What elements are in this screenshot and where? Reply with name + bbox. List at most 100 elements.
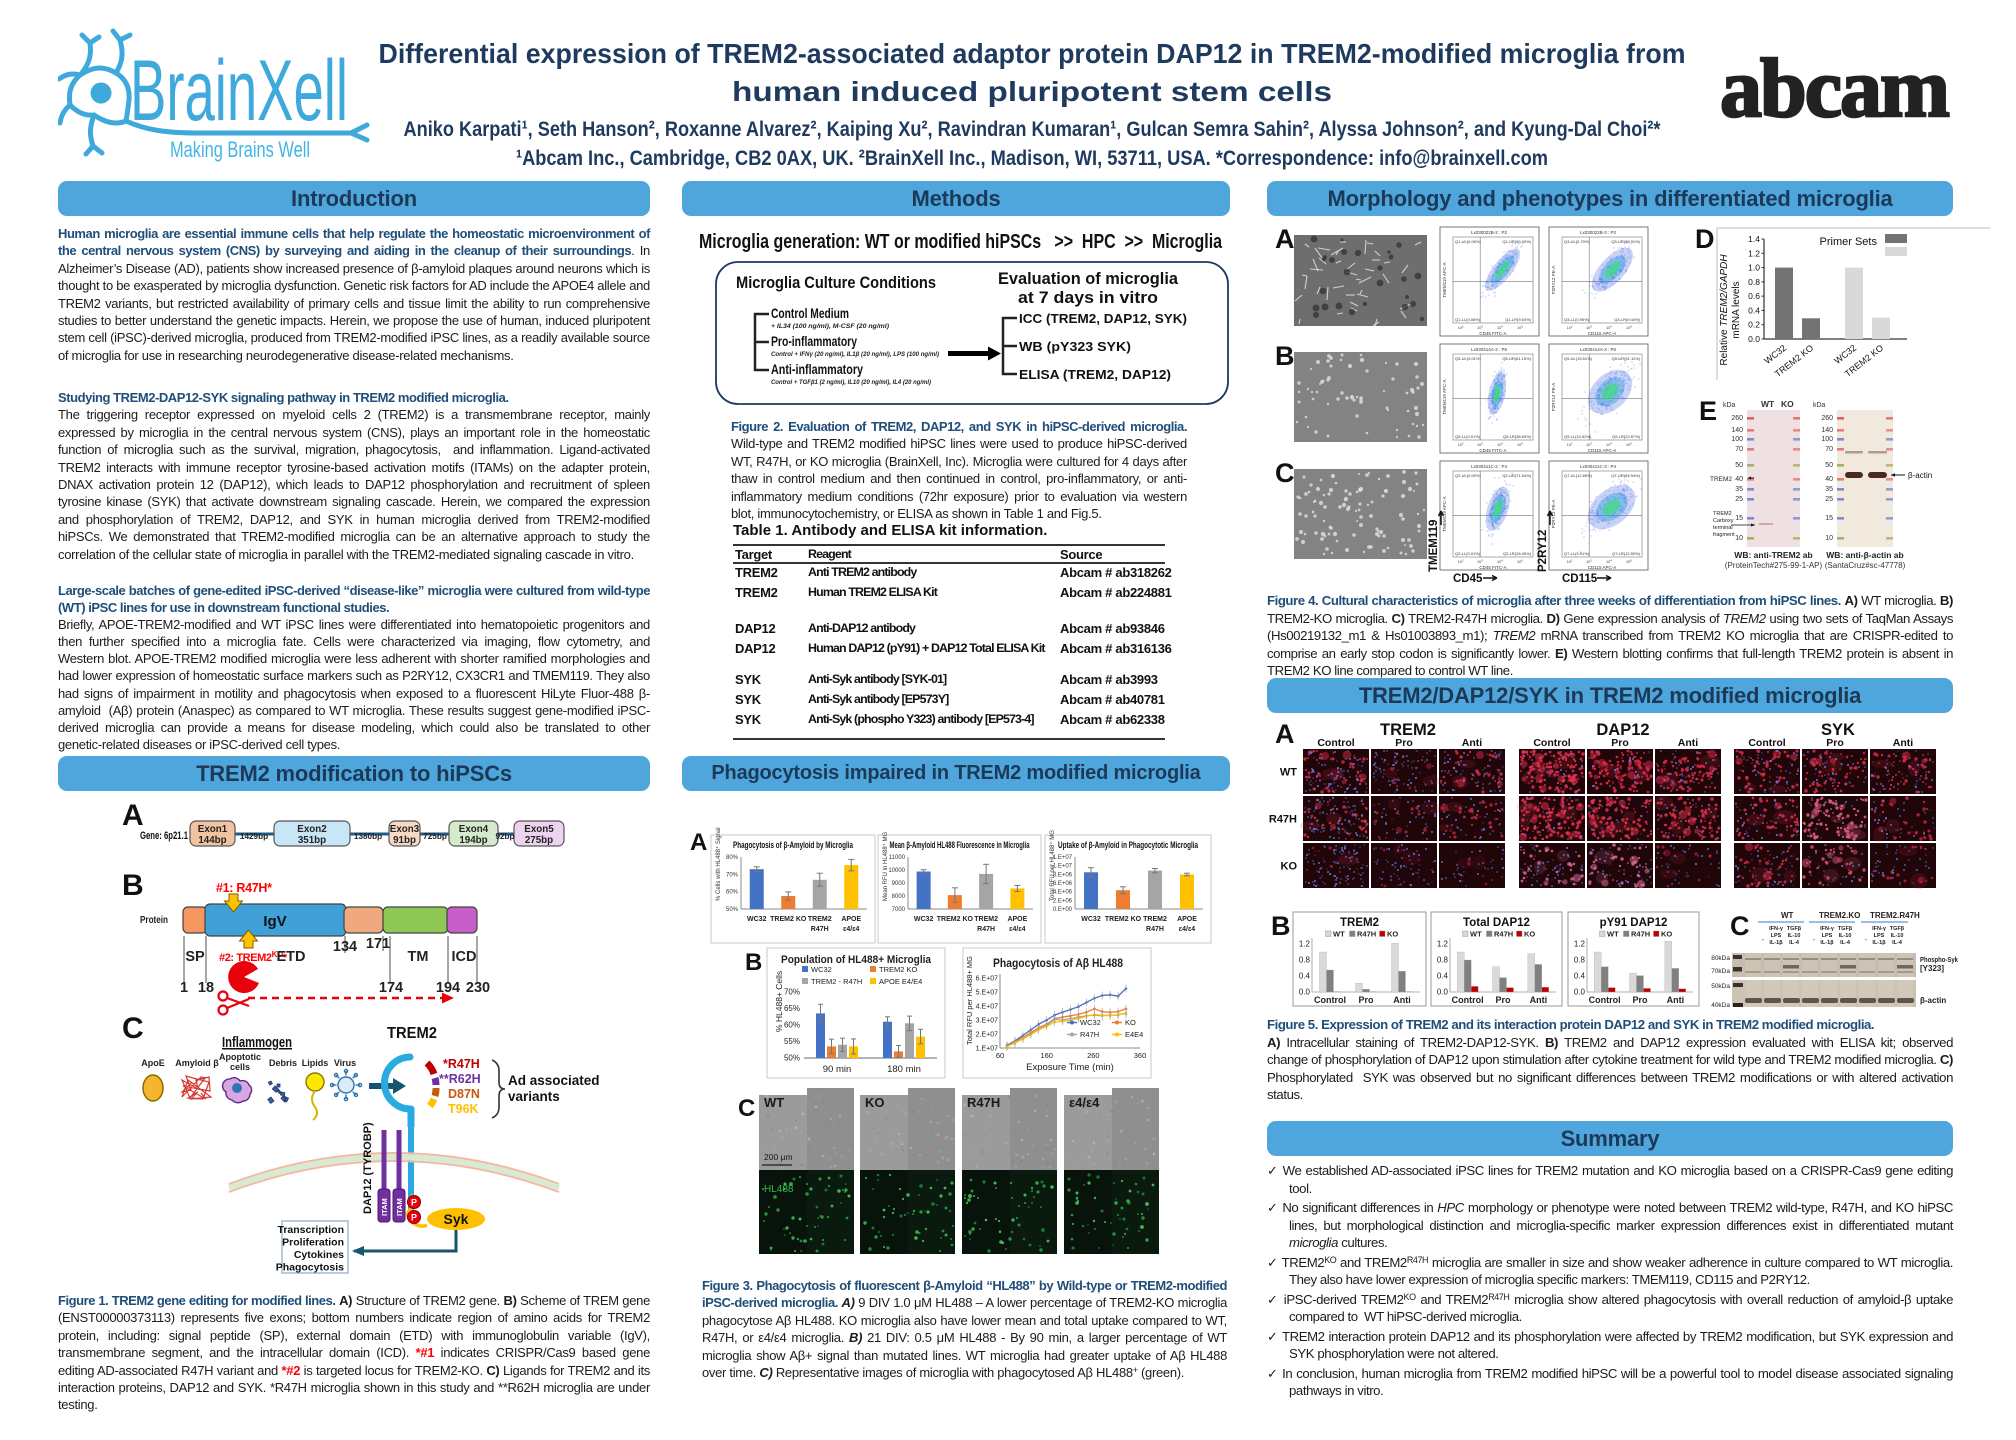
svg-text:KO: KO — [865, 1095, 885, 1110]
svg-text:Pro-inflammatory: Pro-inflammatory — [771, 334, 857, 349]
svg-text:Primer Sets: Primer Sets — [1820, 236, 1878, 248]
svg-text:CD115 APC-A: CD115 APC-A — [1588, 565, 1616, 570]
svg-text:APOE: APOE — [841, 916, 861, 923]
svg-text:ε4/ε4: ε4/ε4 — [1009, 926, 1025, 933]
svg-text:WT: WT — [1280, 767, 1297, 779]
svg-text:Control Medium: Control Medium — [771, 306, 849, 321]
svg-text:Relative TREM2/GAPDH: Relative TREM2/GAPDH — [1719, 254, 1730, 366]
svg-text:Mean RFU in HL488⁺ MG: Mean RFU in HL488⁺ MG — [882, 831, 889, 901]
svg-text:Q2-LL(0.01%): Q2-LL(0.01%) — [1455, 551, 1481, 556]
svg-text:103: 103 — [1477, 325, 1483, 331]
svg-text:Pro: Pro — [1826, 737, 1844, 749]
svg-text:TREM2: TREM2 — [808, 916, 832, 923]
svg-text:A: A — [122, 799, 144, 832]
svg-text:1380bp: 1380bp — [354, 832, 382, 841]
svg-text:cells: cells — [230, 1062, 250, 1072]
svg-text:Q1-UR(90.30%): Q1-UR(90.30%) — [1502, 239, 1531, 244]
svg-text:TM: TM — [408, 949, 429, 965]
svg-text:50: 50 — [1735, 462, 1743, 469]
svg-text:at 7 days in vitro: at 7 days in vitro — [1018, 289, 1158, 307]
svg-text:C: C — [1275, 458, 1295, 488]
svg-text:A: A — [690, 829, 707, 856]
svg-text:R47H: R47H — [811, 926, 829, 933]
svg-text:kDa: kDa — [1813, 402, 1826, 409]
svg-text:DAP12: DAP12 — [1596, 721, 1649, 739]
svg-text:104: 104 — [1497, 325, 1503, 331]
svg-text:Differential expression of TRE: Differential expression of TREM2-associa… — [379, 38, 1686, 69]
svg-text:TMEM119 APC-A: TMEM119 APC-A — [1442, 379, 1447, 414]
svg-text:SYK: SYK — [1821, 721, 1855, 739]
svg-text:102: 102 — [1567, 559, 1573, 565]
svg-text:Q2-UR(71.54%): Q2-UR(71.54%) — [1502, 473, 1531, 478]
svg-text:TREM2 KO: TREM2 KO — [770, 916, 807, 923]
svg-text:Q2-UL(0.00%): Q2-UL(0.00%) — [1455, 473, 1481, 478]
svg-text:ITAM: ITAM — [380, 1198, 389, 1216]
svg-text:0.2: 0.2 — [1748, 320, 1760, 330]
svg-text:2.E+07: 2.E+07 — [976, 1032, 998, 1039]
svg-text:C: C — [738, 1095, 755, 1122]
svg-text:WB: anti-TREM2 ab: WB: anti-TREM2 ab — [1734, 550, 1812, 560]
svg-text:60: 60 — [996, 1051, 1004, 1060]
svg-text:1.E+07: 1.E+07 — [1053, 864, 1073, 870]
svg-text:104: 104 — [1497, 442, 1503, 448]
svg-text:104: 104 — [1606, 325, 1612, 331]
svg-text:230: 230 — [466, 980, 490, 996]
svg-text:R47H: R47H — [1146, 926, 1164, 933]
svg-text:Q7-LR(12.50%): Q7-LR(12.50%) — [1612, 551, 1641, 556]
svg-text:Debris: Debris — [269, 1058, 297, 1068]
svg-text:Lx030022B-2 : P2: Lx030022B-2 : P2 — [1471, 230, 1508, 235]
svg-text:CD115: CD115 — [1562, 573, 1598, 585]
svg-text:18: 18 — [198, 980, 214, 996]
svg-text:Lipids: Lipids — [302, 1058, 329, 1068]
svg-text:106: 106 — [1517, 559, 1523, 565]
svg-text:KO: KO — [1281, 861, 1298, 873]
svg-text:Q3-LR(9.44%): Q3-LR(9.44%) — [1614, 317, 1640, 322]
svg-text:Exon5: Exon5 — [524, 824, 554, 835]
svg-text:1.E+07: 1.E+07 — [976, 1046, 998, 1053]
svg-text:91bp: 91bp — [393, 835, 416, 846]
svg-text:Q1-LL(0.08%): Q1-LL(0.08%) — [1455, 317, 1481, 322]
svg-text:CD45: CD45 — [1453, 573, 1483, 585]
svg-text:Q7-UL(12.65%): Q7-UL(12.65%) — [1564, 473, 1593, 478]
svg-text:Transcription: Transcription — [277, 1224, 344, 1236]
svg-text:Exon3: Exon3 — [390, 824, 420, 835]
svg-text:106: 106 — [1626, 559, 1632, 565]
svg-text:40: 40 — [1735, 476, 1743, 483]
svg-text:P: P — [411, 1198, 417, 1208]
svg-text:1.4: 1.4 — [1748, 234, 1760, 244]
svg-text:174: 174 — [379, 980, 403, 996]
svg-text:P: P — [411, 1213, 417, 1223]
svg-text:25: 25 — [1825, 496, 1833, 503]
svg-text:Q9-LR(22.87%): Q9-LR(22.87%) — [1612, 434, 1641, 439]
svg-text:C: C — [122, 1012, 144, 1045]
svg-text:Q1-UL(0.06%): Q1-UL(0.06%) — [1455, 239, 1481, 244]
svg-text:1.2: 1.2 — [1748, 248, 1760, 258]
svg-text:1.0: 1.0 — [1748, 263, 1760, 273]
svg-text:ApoE: ApoE — [141, 1058, 165, 1068]
svg-text:25: 25 — [1735, 496, 1743, 503]
svg-text:103: 103 — [1586, 325, 1592, 331]
svg-text:Q5-UL(0.01%): Q5-UL(0.01%) — [1455, 356, 1481, 361]
svg-text:102: 102 — [1458, 559, 1464, 565]
svg-text:260: 260 — [1731, 415, 1743, 422]
svg-text:HL488: HL488 — [764, 1184, 794, 1195]
svg-text:5.E+07: 5.E+07 — [976, 990, 998, 997]
svg-text:*R47H: *R47H — [443, 1057, 480, 1071]
svg-text:D87N: D87N — [448, 1087, 480, 1101]
svg-text:60%: 60% — [784, 1021, 800, 1030]
svg-text:102: 102 — [1458, 442, 1464, 448]
svg-text:70: 70 — [1825, 446, 1833, 453]
svg-text:10000: 10000 — [888, 868, 905, 874]
svg-text:Lx030022B-3 : P2: Lx030022B-3 : P2 — [1580, 230, 1617, 235]
svg-text:Amyloid β: Amyloid β — [175, 1058, 219, 1068]
svg-text:E4E4: E4E4 — [1125, 1030, 1143, 1039]
svg-text:Protein: Protein — [140, 914, 168, 926]
svg-text:Q3-UL(0.70%): Q3-UL(0.70%) — [1564, 239, 1590, 244]
svg-text:TREM2 KO: TREM2 KO — [937, 916, 974, 923]
svg-text:0.0: 0.0 — [1748, 334, 1760, 344]
svg-text:ICD: ICD — [452, 949, 477, 965]
svg-text:human induced pluripotent stem: human induced pluripotent stem cells — [732, 76, 1332, 107]
svg-text:Q9-UR(51.11%): Q9-UR(51.11%) — [1612, 356, 1641, 361]
svg-text:Virus: Virus — [334, 1058, 356, 1068]
svg-text:BrainXell: BrainXell — [130, 43, 348, 139]
